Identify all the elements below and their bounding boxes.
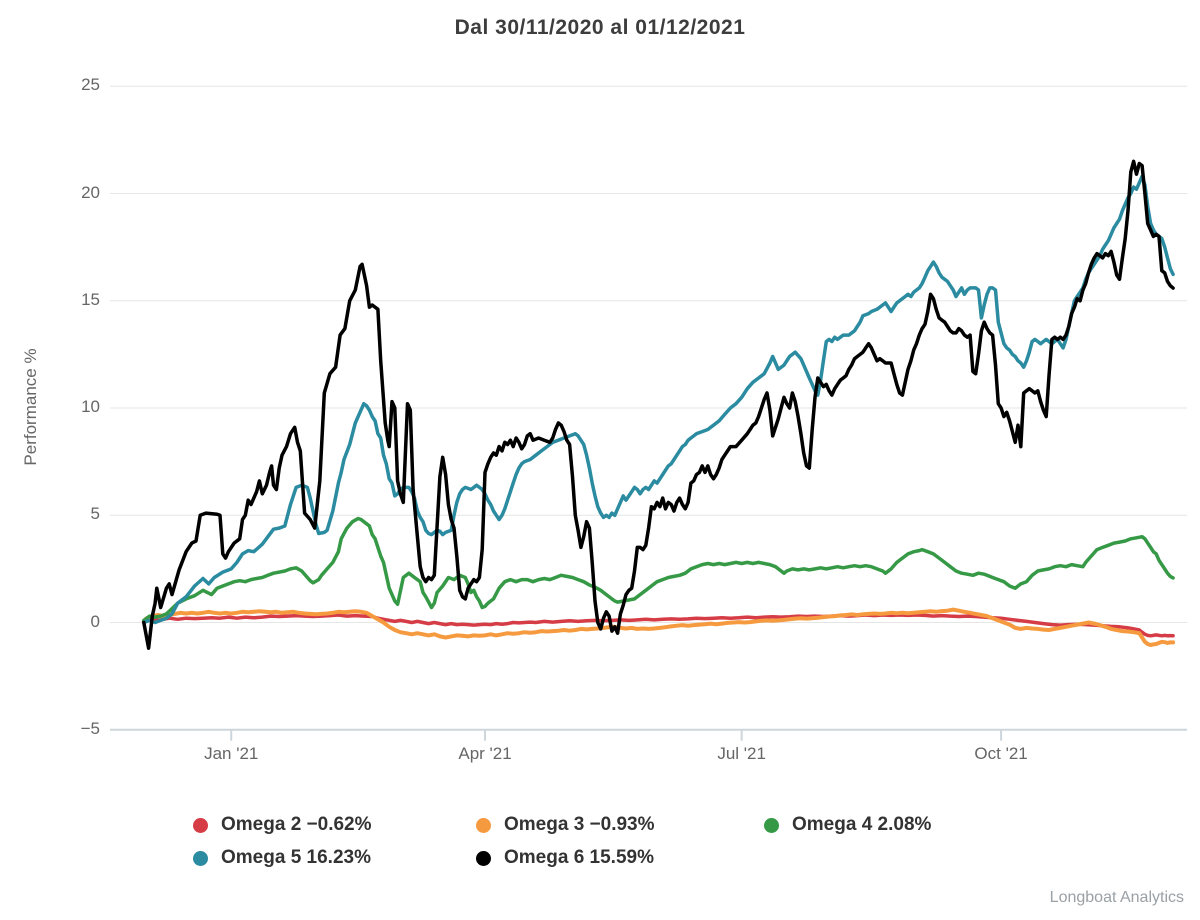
y-tick-label: 20 (81, 182, 100, 202)
legend-marker-omega-3 (476, 817, 491, 833)
legend-item-omega-4[interactable]: Omega 4 2.08% (764, 812, 931, 838)
chart-title: Dal 30/11/2020 al 01/12/2021 (454, 16, 746, 39)
series-line-omega-4 (142, 516, 1175, 623)
chart-credit: Longboat Analytics (1049, 889, 1184, 906)
x-tick-label: Jul '21 (717, 744, 766, 763)
series-line-omega-5 (142, 174, 1175, 625)
x-tick-label: Jan '21 (204, 744, 259, 763)
y-tick-label: 15 (81, 289, 100, 309)
legend-label-omega-2: Omega 2 −0.62% (221, 814, 372, 835)
y-tick-label: 0 (90, 611, 100, 631)
legend-label-omega-5: Omega 5 16.23% (221, 847, 371, 868)
series-line-omega-3 (141, 607, 1176, 647)
x-tick-label: Oct '21 (974, 744, 1028, 763)
legend-label-omega-6: Omega 6 15.59% (504, 847, 654, 868)
y-tick-label: −5 (80, 718, 100, 738)
legend-marker-omega-4 (764, 817, 779, 833)
legend-marker-omega-5 (193, 850, 208, 866)
series-line-omega-6 (142, 159, 1175, 650)
x-tick-label: Apr '21 (458, 744, 512, 763)
legend-label-omega-3: Omega 3 −0.93% (504, 814, 655, 835)
y-tick-label: 25 (81, 75, 100, 95)
legend-marker-omega-2 (193, 817, 208, 833)
y-tick-label: 10 (81, 397, 100, 416)
legend-item-omega-3[interactable]: Omega 3 −0.93% (476, 812, 655, 838)
legend-item-omega-6[interactable]: Omega 6 15.59% (476, 845, 654, 871)
series-line-omega-2 (142, 613, 1175, 638)
legend-marker-omega-6 (476, 850, 491, 866)
legend-item-omega-5[interactable]: Omega 5 16.23% (193, 845, 371, 871)
legend-label-omega-4: Omega 4 2.08% (792, 814, 932, 835)
y-tick-label: 5 (90, 504, 100, 524)
legend-item-omega-2[interactable]: Omega 2 −0.62% (193, 812, 372, 838)
